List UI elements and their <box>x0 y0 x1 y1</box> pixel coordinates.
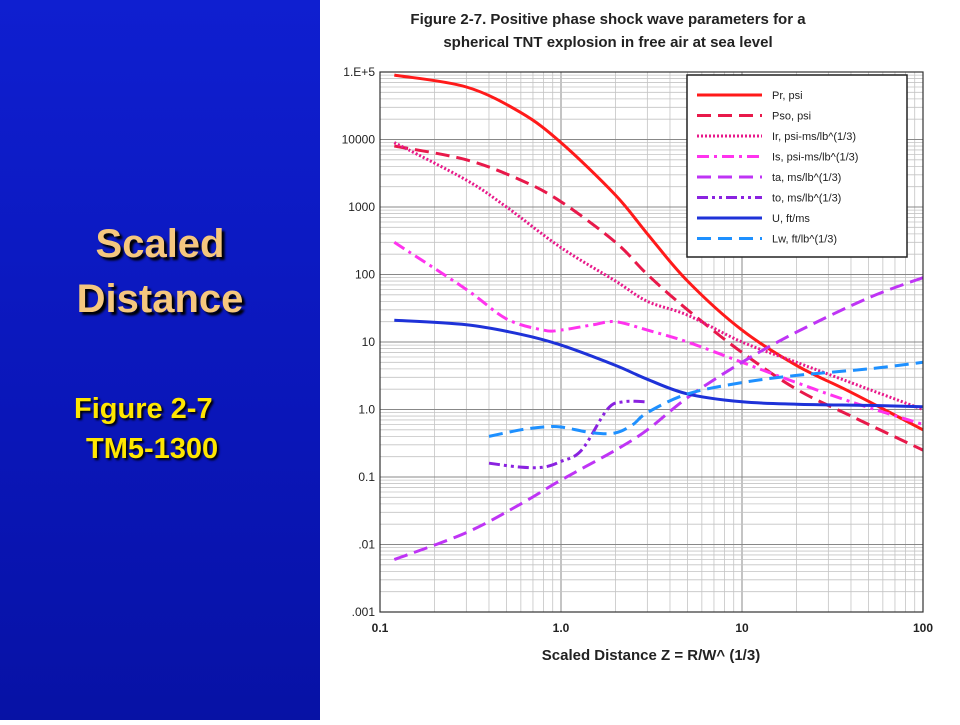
chart-title-line1: Figure 2-7. Positive phase shock wave pa… <box>410 11 806 28</box>
x-tick-label: 10 <box>735 621 749 635</box>
series-lines <box>393 73 924 561</box>
x-axis-label: Scaled Distance Z = R/W^ (1/3) <box>542 647 760 664</box>
plot-frame <box>379 71 924 613</box>
series-line-5 <box>393 276 924 561</box>
y-tick-label: 1.0 <box>358 403 375 417</box>
legend: Pr, psi Pso, psi Ir, psi-ms/lb^(1/3) Is, ps… <box>686 74 908 258</box>
legend-entry: Ir, psi-ms/lb^(1/3) <box>772 131 856 143</box>
chart-area: Figure 2-7. Positive phase shock wave pa… <box>320 0 960 720</box>
x-tick-label: 100 <box>913 621 933 635</box>
series-line-4 <box>393 241 924 426</box>
y-tick-label: .01 <box>358 538 375 552</box>
title-panel: Scaled Distance Figure 2-7 TM5-1300 <box>0 0 320 720</box>
legend-entry: Pr, psi <box>772 90 803 102</box>
legend-entry: Pso, psi <box>772 111 811 123</box>
y-tick-label: 1.E+5 <box>343 65 375 79</box>
series-line-1 <box>394 73 924 432</box>
grid <box>379 71 924 613</box>
slide-title-line2: Distance <box>76 277 244 321</box>
legend-entry: to, ms/lb^(1/3) <box>772 193 841 205</box>
figure-label: Figure 2-7 <box>74 393 213 425</box>
legend-entry: U, ft/ms <box>772 213 810 225</box>
y-tick-label: 0.1 <box>358 470 375 484</box>
legend-entry: Is, psi-ms/lb^(1/3) <box>772 152 858 164</box>
legend-box <box>686 74 908 258</box>
chart-title-line2: spherical TNT explosion in free air at s… <box>443 34 772 51</box>
series-line-3 <box>393 141 924 411</box>
series-line-2 <box>394 144 924 452</box>
y-tick-label: 10000 <box>342 133 376 147</box>
legend-entry: ta, ms/lb^(1/3) <box>772 172 841 184</box>
series-line-6 <box>488 399 648 470</box>
shock-wave-chart: Figure 2-7. Positive phase shock wave pa… <box>342 11 934 664</box>
tick-labels: 0.1 1.0 10 100 1.E+5 10000 1000 100 10 1.0 0.1 .01.… <box>342 65 934 635</box>
x-tick-label: 0.1 <box>372 621 389 635</box>
series-line-8 <box>488 360 924 438</box>
y-tick-label: 10 <box>362 335 376 349</box>
y-tick-label: .001 <box>352 605 376 619</box>
x-tick-label: 1.0 <box>553 621 570 635</box>
y-tick-label: 100 <box>355 268 375 282</box>
legend-entry: Lw, ft/lb^(1/3) <box>772 234 837 246</box>
series-line-7 <box>394 318 924 409</box>
slide-title-line1: Scaled <box>95 222 225 266</box>
y-tick-label: 1000 <box>348 200 375 214</box>
document-label: TM5-1300 <box>86 433 219 465</box>
